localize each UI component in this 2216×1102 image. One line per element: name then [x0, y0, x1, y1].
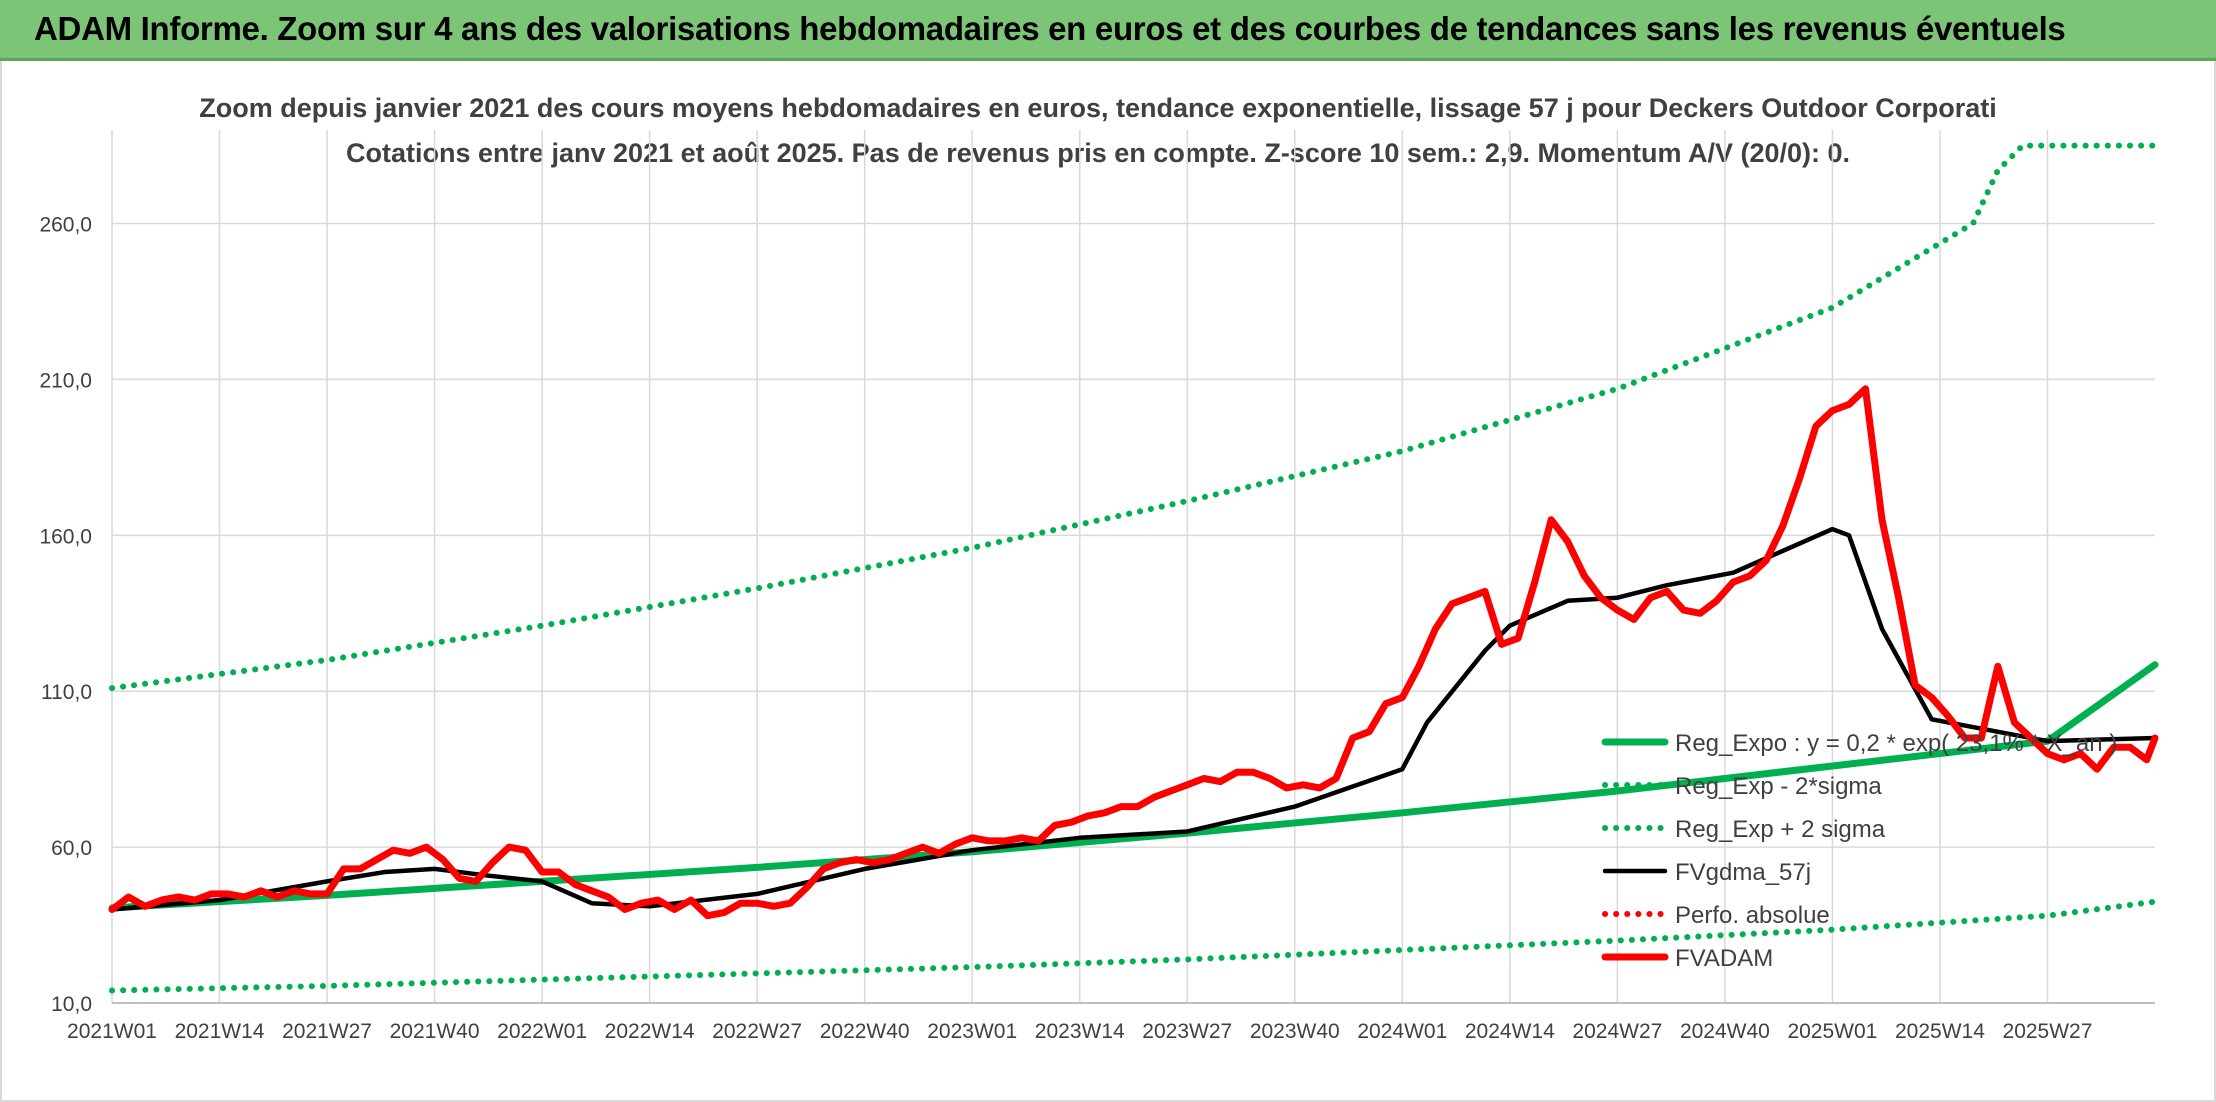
series-line-1 [109, 898, 2158, 994]
series-line-2 [109, 142, 2158, 692]
banner-title: ADAM Informe. Zoom sur 4 ans des valoris… [34, 10, 2066, 47]
legend-label-4: Perfo. absolue [1675, 902, 1830, 929]
y-tick-label: 260,0 [39, 214, 92, 237]
x-tick-label: 2022W01 [497, 1020, 587, 1043]
legend-label-1: Reg_Exp - 2*sigma [1675, 773, 1882, 800]
x-tick-label: 2025W01 [1787, 1020, 1877, 1043]
x-tick-label: 2021W40 [390, 1020, 480, 1043]
y-tick-label: 10,0 [51, 993, 92, 1016]
chart-subtitle: Cotations entre janv 2021 et août 2025. … [346, 138, 1850, 168]
x-tick-label: 2024W40 [1680, 1020, 1770, 1043]
legend: Reg_Expo : y = 0,2 * exp( 23,1% * X_an )… [1601, 730, 2117, 972]
x-tick-label: 2024W14 [1465, 1020, 1555, 1043]
legend-label-5: FVADAM [1675, 945, 1773, 972]
x-tick-label: 2022W40 [820, 1020, 910, 1043]
y-tick-label: 60,0 [51, 837, 92, 860]
x-tick-label: 2025W27 [2003, 1020, 2093, 1043]
series-line-3 [109, 526, 2158, 912]
x-tick-label: 2023W27 [1142, 1020, 1232, 1043]
series [108, 142, 2159, 994]
legend-label-3: FVgdma_57j [1675, 859, 1811, 886]
y-tick-label: 210,0 [39, 369, 92, 392]
y-tick-label: 160,0 [39, 525, 92, 548]
x-tick-label: 2022W14 [605, 1020, 695, 1043]
legend-label-0: Reg_Expo : y = 0,2 * exp( 23,1% * X_an ) [1675, 730, 2117, 757]
axes: 10,0 60,0 110,0 160,0 210,0 260,0 2021W01 2021W… [39, 214, 2155, 1043]
x-tick-label: 2023W14 [1035, 1020, 1125, 1043]
x-tick-label: 2021W27 [282, 1020, 372, 1043]
legend-label-2: Reg_Exp + 2 sigma [1675, 816, 1886, 843]
x-tick-label: 2023W40 [1250, 1020, 1340, 1043]
x-tick-label: 2021W01 [67, 1020, 157, 1043]
series-line-5 [108, 385, 2159, 920]
x-tick-label: 2024W27 [1572, 1020, 1662, 1043]
header-banner: ADAM Informe. Zoom sur 4 ans des valoris… [0, 0, 2216, 61]
x-tick-label: 2025W14 [1895, 1020, 1985, 1043]
x-tick-label: 2024W01 [1357, 1020, 1447, 1043]
x-tick-label: 2021W14 [175, 1020, 265, 1043]
x-tick-label: 2023W01 [927, 1020, 1017, 1043]
chart-title: Zoom depuis janvier 2021 des cours moyen… [199, 93, 1997, 123]
x-tick-label: 2022W27 [712, 1020, 802, 1043]
y-tick-label: 110,0 [41, 681, 92, 704]
